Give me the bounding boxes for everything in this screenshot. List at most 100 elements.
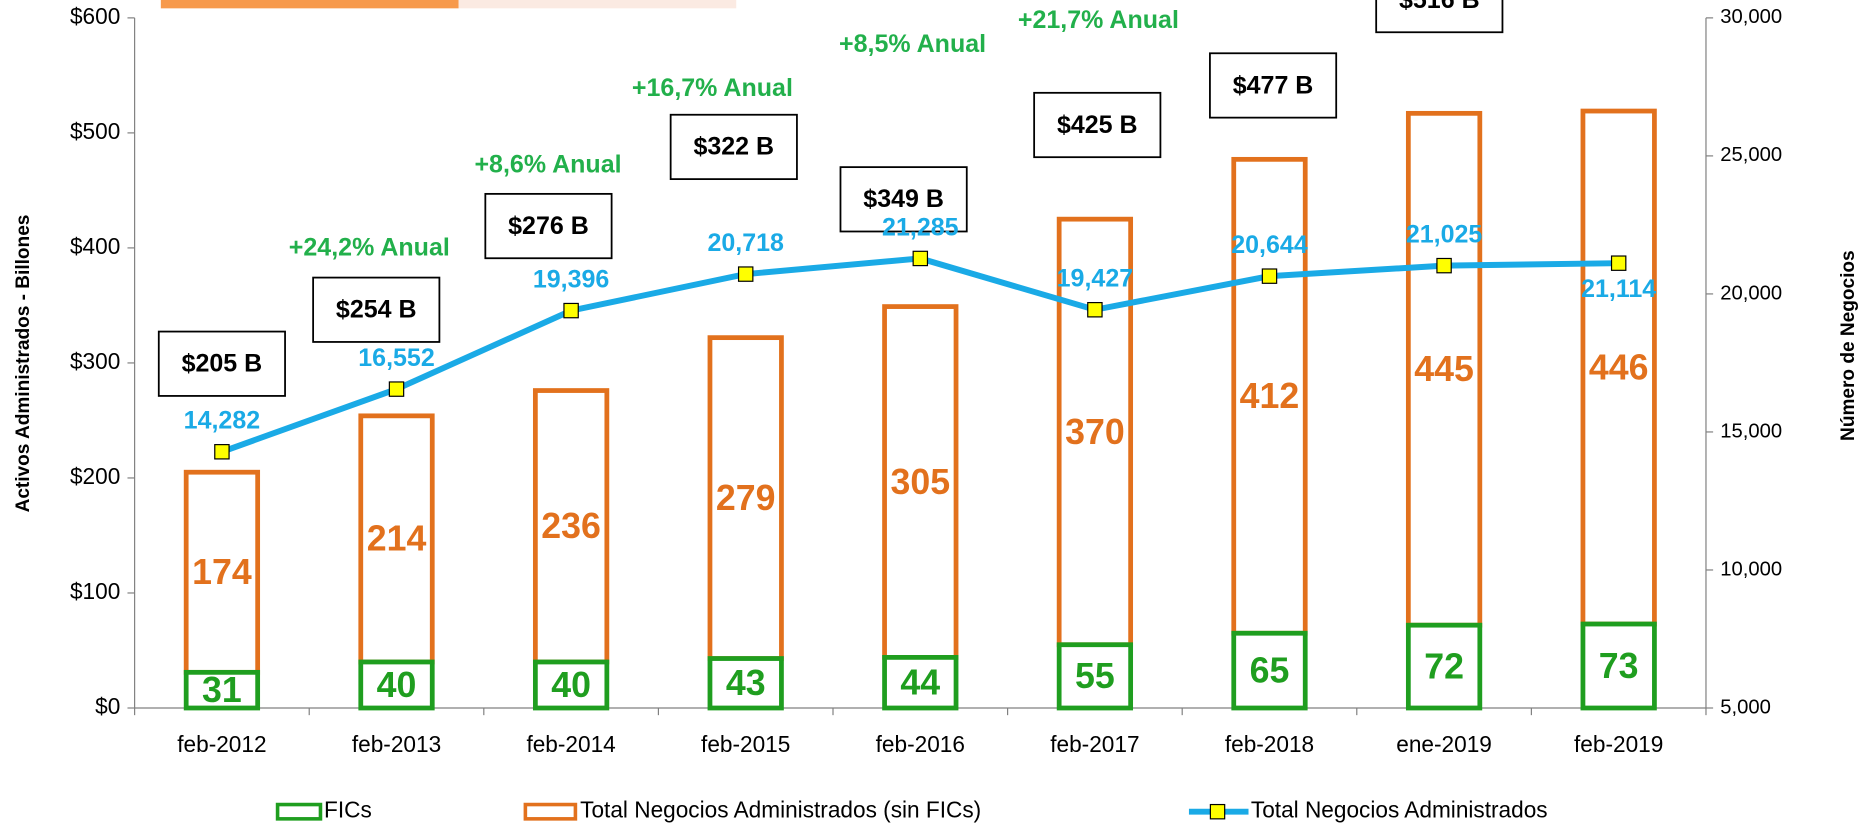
header-decoration (458, 0, 737, 9)
line-label: 21,285 (882, 213, 959, 241)
annotation: +8,6% Anual (474, 150, 621, 178)
y2-tick-label: 30,000 (1720, 6, 1782, 28)
legend-label: FICs (324, 798, 372, 823)
legend-label: Total Negocios Administrados (sin FICs) (580, 798, 981, 823)
data-label: 236 (541, 506, 601, 546)
total-box (157, 330, 286, 397)
x-tick-label: feb-2017 (1050, 732, 1139, 757)
bar-segment (1231, 630, 1308, 711)
data-label: 44 (900, 663, 940, 703)
data-label: 55 (1075, 656, 1115, 696)
y2-tick-label: 20,000 (1720, 282, 1782, 304)
line-label: 21,114 (1581, 275, 1656, 303)
bar-segment (358, 659, 435, 711)
total-box (1209, 52, 1338, 119)
data-label: 305 (890, 462, 950, 502)
y2-tick-label: 10,000 (1720, 558, 1782, 580)
data-label: 43 (726, 663, 766, 703)
data-label: 73 (1599, 646, 1639, 686)
total-box (1033, 91, 1162, 159)
y-tick-label: $0 (95, 694, 120, 719)
y-tick-label: $300 (70, 349, 120, 374)
total-label: $254 B (336, 296, 417, 324)
bar-segment (1056, 216, 1134, 648)
total-label: $276 B (508, 212, 589, 240)
y-tick-label: $500 (70, 119, 120, 144)
total-label: $516 B (1399, 0, 1480, 14)
data-label: 446 (1589, 347, 1649, 387)
data-label: 412 (1240, 376, 1300, 416)
y2-tick-label: 15,000 (1720, 420, 1782, 442)
total-label: $205 B (182, 350, 263, 378)
bar-segment (532, 659, 610, 711)
total-box (484, 192, 613, 260)
total-box (1375, 0, 1504, 34)
line-label: 16,552 (358, 344, 434, 372)
data-label: 40 (551, 665, 591, 705)
bar-segment (1580, 108, 1657, 627)
data-label: 40 (377, 665, 417, 705)
bar-segment (532, 388, 610, 665)
line-marker (912, 250, 929, 267)
header-decoration (160, 0, 459, 9)
legend-swatch (275, 802, 323, 821)
y-tick-label: $200 (70, 464, 120, 489)
x-tick-label: feb-2013 (352, 732, 441, 757)
line-label: 19,427 (1057, 265, 1133, 293)
bar-segment (707, 656, 784, 711)
total-label: $349 B (863, 185, 944, 213)
data-label: 445 (1414, 349, 1474, 389)
bar-segment (882, 655, 959, 711)
data-label: 279 (716, 478, 776, 518)
y2-tick-label: 25,000 (1720, 144, 1782, 166)
data-label: 65 (1250, 650, 1290, 690)
legend-label: Total Negocios Administrados (1251, 798, 1548, 823)
annotation: +24,2% Anual (289, 234, 450, 262)
line-label: 14,282 (184, 407, 260, 435)
y-tick-label: $600 (70, 4, 120, 29)
line-marker (737, 266, 754, 282)
line-label: 21,025 (1406, 220, 1483, 248)
bar-segment (1405, 622, 1483, 711)
total-box (669, 113, 798, 181)
y2-tick-label: 5,000 (1720, 696, 1771, 718)
bar-segment (1231, 156, 1308, 636)
x-tick-label: feb-2018 (1225, 732, 1314, 757)
x-tick-label: feb-2012 (177, 732, 266, 757)
data-label: 174 (192, 552, 252, 592)
line-marker (1436, 257, 1452, 274)
y-axis-title: Activos Administrados - Billones (13, 215, 34, 513)
data-label: 31 (202, 670, 242, 710)
line-marker (1087, 301, 1103, 318)
annotation: +16,7% Anual (632, 74, 793, 102)
annotation: +8,5% Anual (839, 30, 986, 58)
x-tick-label: feb-2016 (876, 732, 965, 757)
line-marker (214, 444, 230, 460)
x-tick-label: feb-2019 (1574, 732, 1663, 757)
data-label: 72 (1424, 646, 1464, 686)
y-tick-label: $100 (70, 579, 120, 604)
total-label: $322 B (693, 133, 774, 161)
total-box (312, 276, 441, 343)
line-marker (563, 302, 579, 319)
data-label: 370 (1065, 412, 1125, 452)
line-marker (1610, 255, 1627, 271)
bar-segment (1056, 642, 1134, 711)
data-label: 214 (367, 519, 427, 559)
x-tick-label: feb-2015 (701, 732, 790, 757)
total-label: $477 B (1233, 71, 1314, 99)
line-marker (388, 381, 405, 397)
line-marker (1261, 268, 1278, 284)
y-tick-label: $400 (70, 234, 120, 259)
bar-segment (1405, 110, 1483, 628)
legend-swatch (523, 802, 578, 821)
legend-swatch (1209, 803, 1226, 820)
total-label: $425 B (1057, 111, 1138, 139)
line-label: 20,718 (707, 229, 784, 257)
x-tick-label: feb-2014 (526, 732, 615, 757)
annotation: +21,7% Anual (1018, 6, 1179, 34)
y2-axis-title: Número de Negocios (1838, 250, 1859, 441)
bar-segment (1580, 621, 1657, 711)
x-tick-label: ene-2019 (1396, 732, 1492, 757)
